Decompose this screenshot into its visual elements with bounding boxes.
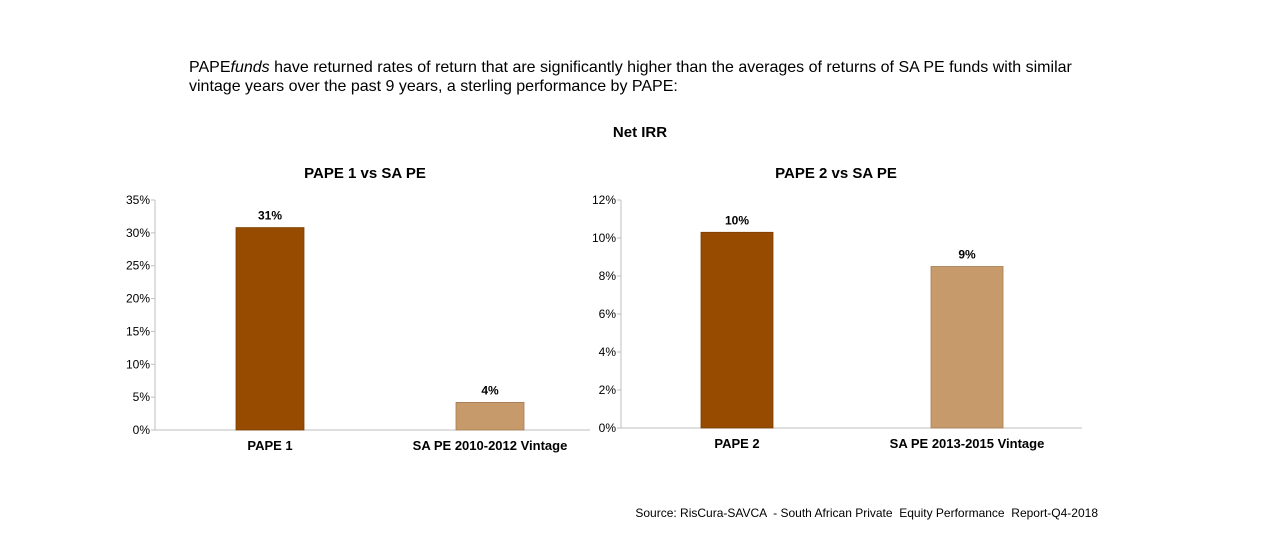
y-tick-label: 15% (126, 324, 150, 338)
source-note: Source: RisCura-SAVCA - South African Pr… (635, 506, 1098, 520)
y-tick-label: 25% (126, 259, 150, 273)
y-tick-label: 10% (126, 357, 150, 371)
y-tick-label: 35% (126, 193, 150, 207)
y-tick-label: 4% (599, 345, 617, 359)
bar-value-label: 10% (725, 213, 749, 227)
bar-value-label: 4% (481, 383, 499, 397)
intro-italic-word: funds (230, 59, 270, 76)
chart-1-title: PAPE 1 vs SA PE (304, 165, 426, 182)
bar-1 (700, 231, 774, 429)
category-label: PAPE 2 (714, 436, 759, 451)
y-tick-label: 12% (592, 193, 616, 207)
category-label: SA PE 2010-2012 Vintage (413, 438, 568, 453)
y-tick-label: 0% (133, 423, 151, 437)
category-label: PAPE 1 (247, 438, 292, 453)
bar-value-label: 9% (958, 248, 976, 262)
y-tick-label: 2% (599, 383, 617, 397)
intro-text: PAPEfunds have returned rates of return … (189, 58, 1099, 96)
chart-group-header: Net IRR (612, 124, 668, 141)
intro-body: have returned rates of return that are s… (189, 59, 1072, 95)
bar-1 (235, 227, 305, 431)
y-tick-label: 6% (599, 307, 617, 321)
y-tick-label: 10% (592, 231, 616, 245)
y-tick-label: 30% (126, 226, 150, 240)
intro-prefix: PAPE (189, 59, 231, 76)
y-tick-label: 20% (126, 292, 150, 306)
y-tick-label: 0% (599, 421, 617, 435)
chart-2-title: PAPE 2 vs SA PE (775, 165, 897, 182)
y-tick-label: 8% (599, 269, 617, 283)
category-label: SA PE 2013-2015 Vintage (890, 436, 1045, 451)
y-tick-label: 5% (133, 390, 151, 404)
bar-2 (930, 266, 1004, 429)
bar-2 (455, 401, 525, 431)
bar-value-label: 31% (258, 209, 282, 223)
